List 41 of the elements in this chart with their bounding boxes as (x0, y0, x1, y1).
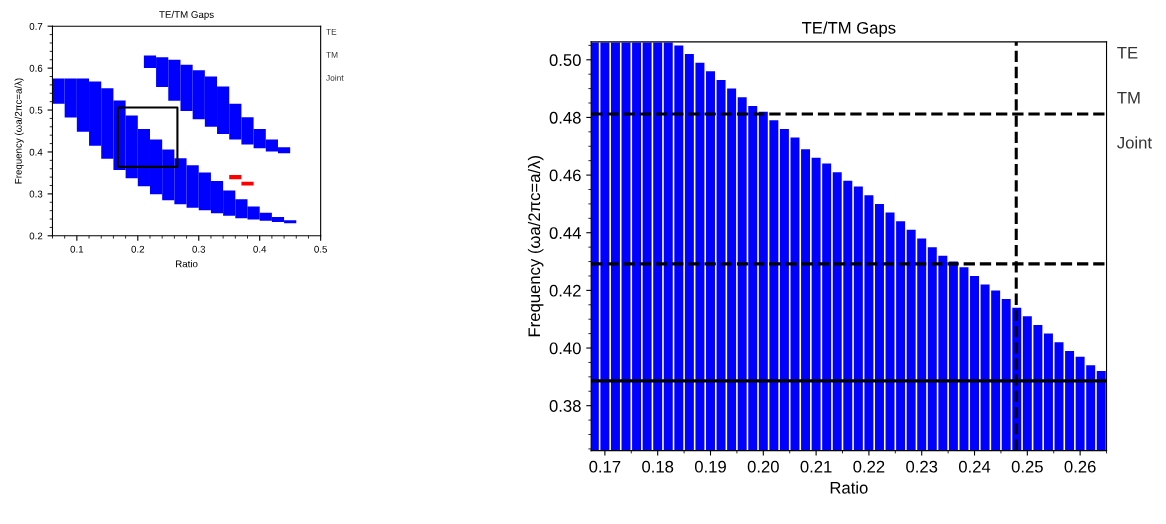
x-tick-label: 0.18 (642, 460, 674, 473)
x-tick-label: 0.2 (131, 245, 145, 253)
text: Joint (326, 74, 344, 81)
x-tick-label: 0.1 (70, 245, 84, 253)
x-tick-label: 0.5 (314, 245, 327, 253)
y-tick-label: 0.5 (29, 106, 43, 114)
y-tick-label: 0.2 (29, 232, 43, 240)
y-tick-label: 0.42 (549, 284, 581, 297)
x-tick-label: 0.4 (253, 245, 267, 253)
x-tick-label: 0.20 (747, 460, 779, 473)
chart-title: TE/TM Gaps (802, 21, 896, 38)
y-axis-title: Frequency (ωa/2πc=a/λ) (527, 156, 544, 337)
x-tick-label: 0.24 (958, 460, 991, 473)
x-axis-title: Ratio (830, 481, 868, 494)
bar (229, 175, 242, 180)
x-tick-label: 0.19 (694, 460, 726, 473)
y-tick-label: 0.4 (29, 148, 43, 156)
y-tick-label: 0.48 (549, 111, 581, 124)
y-tick-label: 0.6 (29, 64, 43, 72)
y-tick-label: 0.38 (549, 400, 581, 412)
y-tick-label: 0.7 (29, 22, 43, 30)
x-tick-label: 0.3 (192, 245, 206, 253)
y-tick-label: 0.46 (549, 169, 581, 182)
x-tick-label: 0.21 (800, 460, 832, 473)
y-axis-title: Frequency (ωa/2πc=a/λ) (14, 78, 24, 184)
text: Joint (1117, 136, 1152, 149)
y-tick-label: 0.44 (549, 227, 581, 239)
x-tick-label: 0.25 (1011, 460, 1043, 473)
x-axis-title: Ratio (176, 260, 198, 268)
chart-title: TE/TM Gaps (159, 10, 214, 20)
x-tick-label: 0.22 (853, 460, 885, 473)
y-tick-label: 0.3 (29, 190, 43, 198)
y-tick-label: 0.50 (549, 54, 581, 66)
text: TE (1117, 47, 1138, 59)
text: TM (1117, 91, 1140, 104)
x-tick-label: 0.17 (589, 460, 621, 473)
x-tick-label: 0.26 (1064, 460, 1096, 473)
text: TE (326, 28, 337, 35)
y-tick-label: 0.40 (549, 342, 581, 355)
text: TM (326, 51, 338, 58)
x-tick-label: 0.23 (906, 460, 938, 473)
